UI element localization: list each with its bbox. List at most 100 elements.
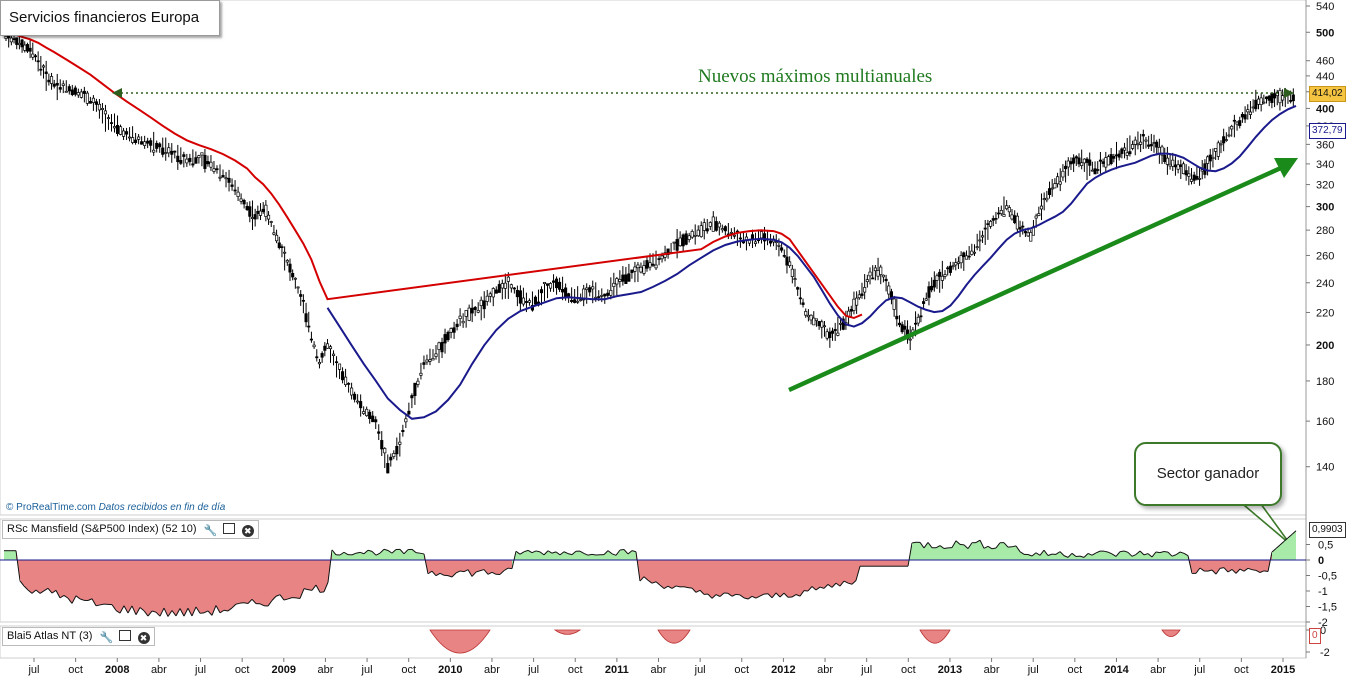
price-candle: [672, 241, 676, 244]
price-candle: [997, 212, 1001, 215]
rsc-segment: [984, 546, 988, 560]
price-candle: [1026, 232, 1030, 237]
rsc-segment: [152, 560, 156, 613]
rsc-line: [851, 580, 857, 585]
rsc-segment: [944, 547, 948, 560]
rsc-line: [1055, 551, 1061, 555]
price-candle: [639, 266, 643, 273]
rsc-line: [383, 548, 389, 551]
price-candle: [221, 175, 225, 178]
price-candle: [796, 287, 800, 290]
price-candle: [1211, 156, 1215, 159]
price-candle: [1069, 161, 1073, 165]
price-candle: [1246, 109, 1250, 113]
rsc-line: [651, 581, 657, 584]
price-candle: [1264, 96, 1269, 100]
rsc-line: [415, 552, 421, 554]
x-tick-label: jul: [194, 664, 206, 676]
price-candle: [1216, 142, 1220, 157]
price-candle: [732, 234, 736, 237]
price-candle: [908, 338, 912, 341]
rsc-segment: [20, 560, 24, 587]
price-candle: [140, 141, 144, 145]
rsc-line: [115, 609, 121, 614]
rsc-line: [1131, 554, 1137, 557]
price-candle: [1173, 164, 1177, 168]
rsc-segment: [876, 560, 880, 567]
rsc-segment: [4, 550, 8, 560]
price-candle: [762, 233, 767, 242]
price-candle: [446, 331, 450, 341]
rsc-segment: [864, 560, 868, 567]
price-candle: [380, 440, 384, 450]
rsc-line: [167, 610, 173, 617]
price-candle: [1176, 164, 1180, 170]
rsc-segment: [732, 560, 736, 597]
price-candle: [817, 320, 821, 327]
price-candle: [425, 359, 429, 363]
rsc-segment: [236, 560, 240, 605]
price-candle: [567, 293, 571, 297]
price-candle: [170, 150, 174, 155]
price-candle: [978, 239, 982, 242]
rsc-segment: [368, 550, 372, 560]
new-highs-annotation: Nuevos máximos multianuales: [698, 66, 933, 87]
sector-bubble-text: Sector ganador: [1156, 465, 1260, 482]
close-icon[interactable]: ✖: [137, 632, 150, 644]
price-candle: [1021, 225, 1025, 228]
window-icon[interactable]: [118, 630, 131, 641]
rsc-line: [219, 609, 225, 614]
rsc-line: [939, 545, 945, 549]
rsc-segment: [720, 560, 724, 597]
rsc-line: [1067, 552, 1073, 558]
price-candle: [506, 276, 510, 282]
rsc-line: [1151, 551, 1157, 558]
price-candle: [711, 216, 715, 232]
rsc-line: [611, 553, 617, 556]
rsc-segment: [224, 560, 228, 611]
price-candle: [347, 383, 351, 385]
price-candle: [855, 297, 859, 306]
price-candle: [633, 266, 637, 272]
atlas-dip: [919, 629, 951, 644]
close-icon[interactable]: ✖: [241, 525, 254, 537]
rsc-line: [1267, 551, 1273, 572]
x-tick-label: 2011: [605, 664, 629, 676]
rsc-segment: [1108, 552, 1112, 560]
rsc-line: [131, 605, 137, 615]
rsc-segment: [1264, 560, 1268, 572]
price-candle: [473, 306, 477, 310]
rsc-segment: [448, 560, 452, 577]
rsc-line: [455, 570, 461, 574]
rsc-segment: [80, 560, 84, 601]
price-candle: [1181, 163, 1186, 175]
price-candle: [1240, 113, 1244, 118]
rsc-line: [59, 595, 65, 599]
rsc-segment: [1228, 560, 1232, 573]
wrench-icon[interactable]: 🔧: [203, 525, 218, 537]
price-candle: [410, 395, 414, 399]
rsc-segment: [132, 560, 136, 615]
rsc-line: [727, 592, 733, 597]
rsc-segment: [776, 560, 780, 598]
price-candle: [371, 415, 375, 423]
price-candle: [1098, 159, 1102, 162]
rsc-segment: [276, 560, 280, 597]
rsc-segment: [1100, 551, 1104, 560]
price-candle: [398, 441, 402, 445]
rsc-line: [1275, 544, 1281, 549]
window-icon[interactable]: [222, 523, 235, 534]
wrench-icon[interactable]: 🔧: [99, 632, 114, 644]
price-candle: [188, 157, 192, 162]
rsc-segment: [620, 549, 624, 560]
rsc-segment: [124, 560, 128, 614]
price-candle: [9, 37, 13, 43]
price-candle: [935, 275, 939, 281]
ma-price-tag: 372,79: [1309, 123, 1346, 139]
rsc-segment: [604, 550, 608, 560]
price-candle: [690, 231, 694, 238]
price-candle: [1128, 151, 1132, 155]
rsc-segment: [680, 560, 684, 587]
rsc-line: [667, 585, 673, 589]
price-candle: [407, 410, 411, 415]
